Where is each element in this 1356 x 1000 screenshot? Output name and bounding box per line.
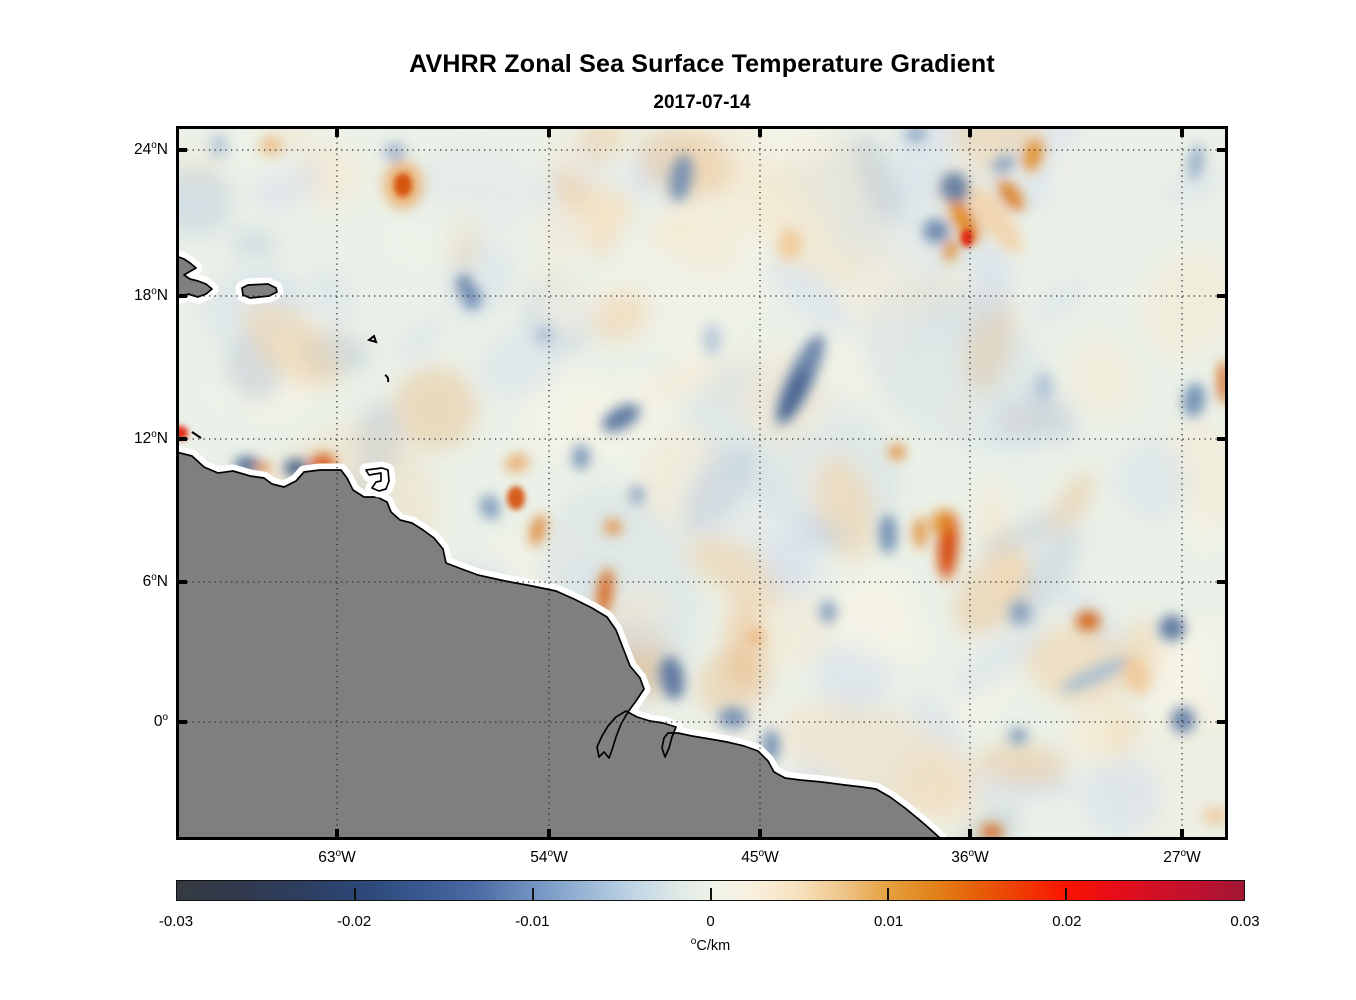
cool-feature: [718, 707, 748, 729]
y-tick-label: 6oN: [142, 572, 168, 591]
map-layers: [176, 126, 1228, 840]
cool-feature: [630, 485, 644, 505]
warm-feature: [1023, 138, 1043, 172]
cool-feature: [879, 514, 897, 554]
cool-feature: [602, 403, 640, 433]
warm-feature: [530, 514, 546, 546]
cool-feature: [456, 274, 472, 294]
cool-feature: [669, 154, 693, 202]
land-layer: [176, 249, 947, 840]
warm-feature: [597, 568, 613, 616]
cool-feature: [819, 600, 837, 624]
warm-feature: [913, 517, 927, 549]
cool-feature: [1182, 383, 1206, 417]
colorbar: [176, 880, 1245, 901]
x-tick-label: 63oW: [318, 848, 356, 867]
plot-frame: [176, 126, 1228, 840]
warm-feature: [943, 238, 959, 262]
colorbar-tick: [1065, 888, 1068, 900]
cool-feature: [780, 368, 810, 420]
small-island-mark: [191, 431, 202, 439]
warm-feature: [778, 229, 802, 261]
y-tick-label: 24oN: [133, 140, 168, 159]
small-island-mark: [384, 374, 390, 383]
colorbar-tick: [531, 888, 534, 900]
cool-feature: [1009, 601, 1031, 625]
cool-feature: [923, 219, 949, 243]
colorbar-tick-label: 0: [706, 913, 715, 930]
x-tick-label: 36oW: [951, 848, 989, 867]
gradient-features-core: [176, 173, 973, 510]
chart-subtitle: 2017-07-14: [653, 92, 751, 113]
cool-feature: [479, 494, 501, 520]
small-island-mark: [366, 334, 378, 344]
warm-feature: [981, 824, 1003, 840]
cool-feature: [659, 656, 685, 700]
x-tick-label: 45oW: [741, 848, 779, 867]
cool-feature: [1187, 144, 1205, 180]
graticule: [176, 126, 1228, 840]
warm-feature: [507, 486, 525, 510]
warm-feature: [1076, 611, 1100, 631]
warm-feature: [889, 445, 905, 459]
warm-feature: [259, 136, 283, 156]
warm-feature: [931, 510, 953, 534]
warm-feature: [394, 173, 412, 197]
warm-feature: [969, 188, 1023, 254]
land-mainland: [176, 451, 941, 840]
cool-feature: [703, 324, 721, 356]
map-plot-area: [176, 126, 1228, 840]
colorbar-tick-label: 0.02: [1052, 913, 1082, 930]
cool-feature: [1159, 615, 1185, 641]
colorbar-tick-label: -0.03: [158, 913, 194, 930]
warm-feature: [748, 630, 764, 644]
cool-feature: [905, 126, 927, 143]
cool-feature: [940, 172, 970, 204]
colorbar-tick-label: -0.02: [337, 913, 372, 930]
colorbar-unit-label: oC/km: [690, 936, 731, 955]
colorbar-tick: [709, 888, 712, 900]
cool-feature: [1035, 372, 1053, 400]
y-tick-label: 12oN: [133, 429, 168, 448]
warm-feature: [604, 519, 622, 535]
warm-feature: [1122, 656, 1150, 696]
colorbar-tick: [353, 888, 356, 900]
cool-feature: [992, 155, 1016, 173]
colorbar-tick: [887, 888, 890, 900]
y-tick-label: 0o: [153, 712, 168, 731]
cool-feature: [1171, 707, 1195, 733]
colorbar-tick-label: 0.03: [1230, 913, 1260, 930]
sst-field-svg: [176, 126, 1228, 840]
cool-feature: [536, 327, 552, 343]
cool-feature: [1060, 656, 1130, 694]
colorbar-tick-label: 0.01: [874, 913, 904, 930]
cool-feature: [384, 143, 406, 161]
x-tick-label: 27oW: [1163, 848, 1201, 867]
cool-feature: [572, 444, 590, 470]
cool-feature: [1008, 727, 1028, 745]
warm-feature: [950, 200, 980, 244]
warm-feature: [1202, 806, 1228, 826]
island-nodata: [365, 467, 390, 492]
warm-feature: [961, 229, 973, 247]
colorbar-tick-label: -0.01: [515, 913, 550, 930]
cool-feature: [210, 134, 228, 158]
y-tick-label: 18oN: [133, 286, 168, 305]
island: [241, 283, 278, 299]
warm-feature: [998, 180, 1024, 212]
x-tick-label: 54oW: [530, 848, 568, 867]
warm-feature: [505, 453, 529, 473]
chart-title: AVHRR Zonal Sea Surface Temperature Grad…: [409, 50, 995, 78]
